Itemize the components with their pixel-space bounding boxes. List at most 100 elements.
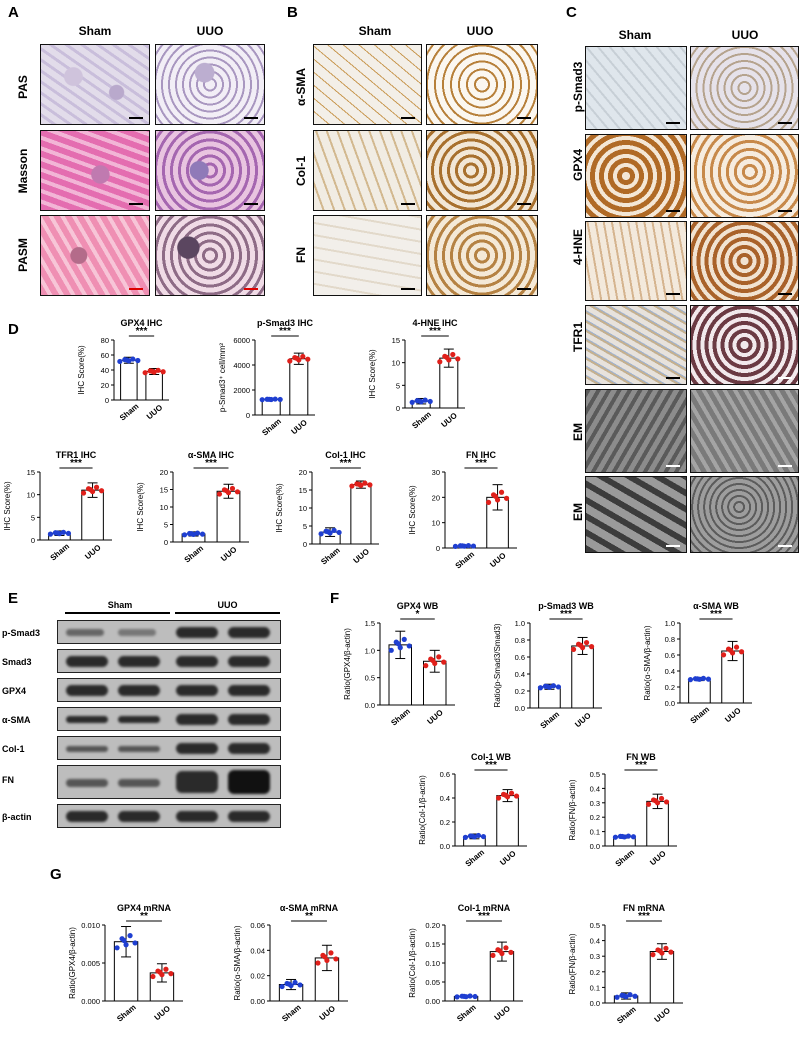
data-point <box>503 945 509 951</box>
chart-d1: GPX4 IHC IHC Score(%) 0 20 40 60 80 Sham UUO *** <box>77 318 169 423</box>
data-point <box>461 993 467 999</box>
chart-d6: Col-1 IHC IHC Score(%) 0 5 10 15 20 Sham UUO *** <box>275 450 379 567</box>
y-tick-label: 0 <box>436 544 440 553</box>
y-tick-label: 0.4 <box>590 784 600 793</box>
data-point <box>234 489 241 495</box>
chart-title: α-SMA WB <box>693 601 739 611</box>
panel-a-col-uuo: UUO <box>196 24 224 38</box>
panel-label-c: C <box>566 4 577 21</box>
y-tick-label: 20 <box>160 468 168 477</box>
y-tick-label: 0.0 <box>440 842 450 851</box>
y-tick-label: 6000 <box>233 336 250 345</box>
y-tick-label: 0.5 <box>590 770 600 779</box>
data-point <box>163 966 169 972</box>
data-point <box>441 659 447 665</box>
wb-group-uuo: UUO <box>217 600 238 610</box>
data-point <box>657 948 663 954</box>
data-point <box>114 945 120 951</box>
y-axis-label: IHC Score(%) <box>275 483 284 533</box>
chart-title: FN WB <box>626 752 656 762</box>
bar-uuo <box>289 358 309 416</box>
x-tick-label: UUO <box>648 849 667 867</box>
x-tick-label: UUO <box>425 708 444 726</box>
y-tick-label: 0.2 <box>590 813 600 822</box>
data-point <box>168 971 174 977</box>
chart-title: FN IHC <box>466 450 496 460</box>
x-tick-label: UUO <box>145 403 164 421</box>
data-point <box>455 356 461 362</box>
data-point <box>614 994 620 1000</box>
x-tick-label: UUO <box>289 418 308 436</box>
micrograph-4hne-uuo <box>690 221 799 301</box>
chart-title: TFR1 IHC <box>56 450 97 460</box>
y-axis-label: IHC Score(%) <box>408 485 417 535</box>
significance-label: *** <box>205 458 217 469</box>
chart-title: Col-1 mRNA <box>458 903 511 913</box>
x-tick-label: Sham <box>464 848 486 869</box>
y-tick-label: 0.6 <box>665 651 675 660</box>
y-tick-label: 20 <box>432 493 440 502</box>
data-point <box>117 358 123 365</box>
y-tick-label: 0.0 <box>665 699 675 708</box>
x-tick-label: Sham <box>183 544 205 565</box>
chart-title: Col-1 WB <box>471 752 511 762</box>
panel-label-f: F <box>330 590 340 607</box>
wb-label-psmad3: p-Smad3 <box>2 628 41 638</box>
significance-label: *** <box>478 911 490 922</box>
data-point <box>663 945 669 952</box>
chart-title: FN mRNA <box>623 903 665 913</box>
y-tick-label: 1.0 <box>665 619 675 628</box>
y-tick-label: 0.5 <box>365 674 375 683</box>
data-point <box>194 530 201 536</box>
x-tick-label: UUO <box>573 711 592 729</box>
data-point <box>700 675 707 681</box>
y-tick-label: 0.0 <box>365 701 375 710</box>
data-point <box>508 790 515 796</box>
micrograph-pasm-sham <box>40 215 150 296</box>
y-axis-label: IHC Score(%) <box>368 349 377 399</box>
data-point <box>630 834 637 840</box>
data-point <box>480 833 487 840</box>
data-point <box>588 644 595 650</box>
data-point <box>502 792 509 798</box>
micrograph-gpx4-uuo <box>690 134 799 218</box>
y-tick-label: 0 <box>303 540 307 549</box>
y-tick-label: 10 <box>299 504 307 513</box>
wb-row-bactin <box>57 804 281 828</box>
y-tick-label: 4000 <box>233 361 250 370</box>
y-tick-label: 40 <box>101 366 109 375</box>
data-point <box>462 834 469 840</box>
data-point <box>60 529 67 535</box>
x-tick-label: UUO <box>352 547 371 565</box>
y-tick-label: 15 <box>160 486 168 495</box>
data-point <box>625 833 632 839</box>
wb-label-gpx4: GPX4 <box>2 686 27 696</box>
y-tick-label: 1.0 <box>365 646 375 655</box>
data-point <box>149 368 155 374</box>
data-point <box>142 370 148 376</box>
y-tick-label: 2000 <box>233 386 250 395</box>
data-point <box>668 949 674 955</box>
wb-label-bactin: β-actin <box>2 812 32 822</box>
y-tick-label: 10 <box>432 519 440 528</box>
x-tick-label: Sham <box>410 410 432 431</box>
x-tick-label: Sham <box>115 1003 137 1024</box>
data-point <box>727 647 734 653</box>
y-axis-label: IHC Score(%) <box>77 345 86 395</box>
wb-label-smad3: Smad3 <box>2 657 32 667</box>
micrograph-asma-sham <box>313 44 422 125</box>
x-tick-label: UUO <box>723 706 742 724</box>
data-point <box>279 983 285 990</box>
data-point <box>259 397 265 403</box>
wb-row-gpx4 <box>57 678 281 702</box>
micrograph-pas-uuo <box>155 44 265 125</box>
chart-title: p-Smad3 WB <box>538 601 594 611</box>
data-point <box>444 354 450 361</box>
significance-label: ** <box>305 911 313 922</box>
data-point <box>216 491 223 497</box>
data-point <box>470 543 477 549</box>
data-point <box>454 994 460 1000</box>
chart-d7: FN IHC IHC Score(%) 0 10 20 30 Sham UUO *** <box>408 450 517 571</box>
panel-label-b: B <box>287 4 298 21</box>
significance-label: *** <box>710 609 722 620</box>
